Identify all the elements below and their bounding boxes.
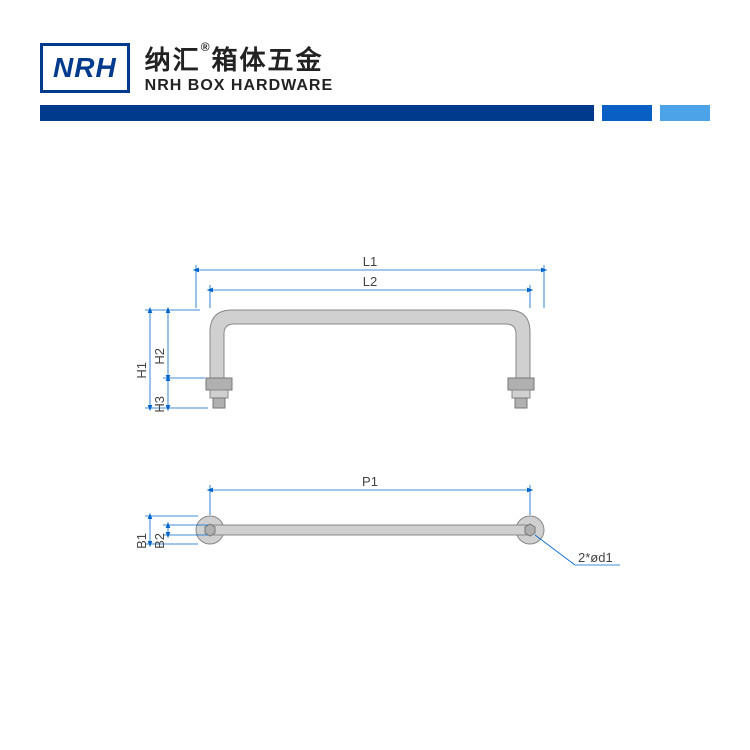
right-stud (515, 398, 527, 408)
right-collar (508, 378, 534, 390)
logo-box: NRH (40, 43, 130, 93)
top-bar (210, 525, 530, 535)
brand-reg: ® (201, 40, 212, 54)
label-L1: L1 (363, 254, 377, 269)
bar-mid (602, 105, 652, 121)
label-B2: B2 (152, 533, 167, 549)
label-H2: H2 (152, 348, 167, 365)
left-collar (206, 378, 232, 390)
brand-en: NRH BOX HARDWARE (145, 77, 333, 95)
bar-light (660, 105, 710, 121)
left-hex-hole (205, 524, 215, 536)
top-view: P1 B1 B2 2*ød1 (134, 474, 620, 565)
label-L2: L2 (363, 274, 377, 289)
brand-cn-1: 纳汇 (145, 45, 201, 75)
brand-cn: 纳汇®箱体五金 (145, 40, 333, 77)
brand-cn-2: 箱体五金 (212, 45, 324, 75)
logo-text: NRH (53, 52, 117, 83)
label-P1: P1 (362, 474, 378, 489)
left-nut (210, 390, 228, 398)
left-stud (213, 398, 225, 408)
right-nut (512, 390, 530, 398)
label-B1: B1 (134, 533, 149, 549)
label-d1: 2*ød1 (578, 550, 613, 565)
color-bar (40, 105, 710, 121)
label-H3: H3 (152, 396, 167, 413)
logo-row: NRH 纳汇®箱体五金 NRH BOX HARDWARE (40, 40, 710, 95)
label-H1: H1 (134, 362, 149, 379)
brand-text: 纳汇®箱体五金 NRH BOX HARDWARE (145, 40, 333, 95)
header: NRH 纳汇®箱体五金 NRH BOX HARDWARE (40, 40, 710, 121)
bar-dark (40, 105, 594, 121)
right-hex-hole (525, 524, 535, 536)
technical-diagram: L1 L2 H1 H2 H3 P1 (0, 180, 750, 680)
side-view: L1 L2 H1 H2 H3 (134, 254, 544, 413)
handle-tube (210, 310, 530, 378)
